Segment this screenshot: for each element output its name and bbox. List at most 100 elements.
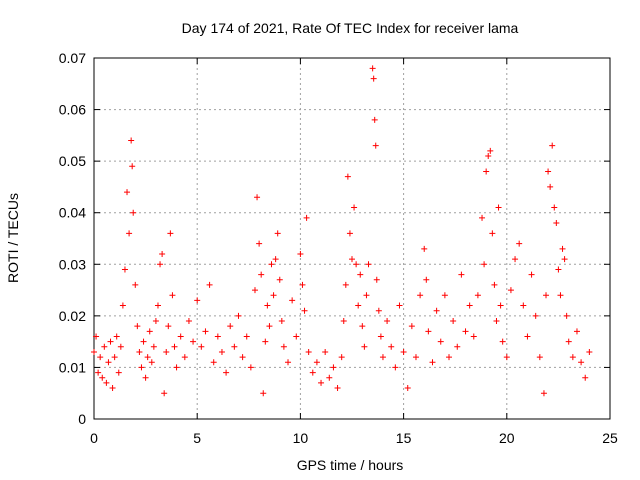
data-point [392,364,399,371]
data-point [555,266,562,273]
data-point [458,271,465,278]
data-point [231,343,238,350]
data-point [152,318,159,325]
data-point [107,338,114,345]
data-point [157,261,164,268]
data-point [144,354,151,361]
data-point [491,281,498,288]
data-point [563,312,570,319]
data-point [483,168,490,175]
data-point [497,302,504,309]
data-point [289,297,296,304]
data-point [365,261,372,268]
data-point [551,204,558,211]
data-point [543,292,550,299]
data-point [113,333,120,340]
data-point [235,312,242,319]
data-point [557,292,564,299]
data-point [404,385,411,392]
data-point [565,338,572,345]
data-point [396,302,403,309]
data-point [388,343,395,350]
data-point [266,323,273,330]
data-point [370,75,377,82]
data-point [128,137,135,144]
data-point [146,328,153,335]
data-point [115,369,122,376]
chart-title: Day 174 of 2021, Rate Of TEC Index for r… [182,20,519,36]
data-point [512,256,519,263]
data-point [400,348,407,355]
data-point [474,292,481,299]
data-point [171,343,178,350]
data-point [270,292,277,299]
data-point [132,281,139,288]
data-point [256,240,263,247]
data-point [485,152,492,159]
data-point [223,369,230,376]
x-tick-label: 5 [193,430,201,446]
data-point [349,256,355,263]
data-point [227,323,234,330]
data-point [334,385,341,392]
data-point [169,292,176,299]
data-point [177,333,184,340]
data-point [167,230,174,237]
data-point [351,204,358,211]
data-point [239,354,246,361]
data-point [361,343,368,350]
data-point [95,369,102,376]
data-point [372,142,379,149]
data-point [124,189,131,196]
data-point [129,163,136,170]
data-point [559,245,566,252]
data-point [119,302,126,309]
data-point [487,147,494,154]
data-point [547,183,554,190]
data-point [330,364,337,371]
data-point [373,276,380,283]
data-point [190,338,197,345]
data-point [493,318,500,325]
data-point [301,307,308,314]
data-point [481,261,488,268]
data-point [582,374,589,381]
data-point [309,369,316,376]
data-point [247,364,254,371]
data-point [134,323,141,330]
data-point [148,359,155,366]
data-point [305,348,312,355]
data-point [206,281,213,288]
data-point [163,348,170,355]
data-point [278,318,285,325]
y-axis-label: ROTI / TECUs [5,193,21,283]
plot-frame [93,57,611,420]
data-point [318,379,325,386]
x-tick-label: 20 [499,430,515,446]
data-point [285,359,292,366]
data-point [454,343,461,350]
data-point [254,194,261,201]
data-point [503,354,510,361]
data-point [423,276,430,283]
data-point [165,323,172,330]
data-point [138,364,145,371]
data-point [586,348,593,355]
data-point [297,250,304,257]
data-point [109,385,116,392]
data-point [262,338,269,345]
data-point [384,318,391,325]
data-point [346,230,353,237]
x-axis-label: GPS time / hours [297,457,404,473]
data-point [499,338,506,345]
y-tick-label: 0.02 [59,308,86,324]
data-point [532,312,539,319]
data-point [161,390,168,397]
data-point [103,379,110,386]
grid-lines [94,58,610,419]
data-point [340,318,347,325]
y-tick-label: 0.03 [59,256,86,272]
data-point [111,354,118,361]
data-point [528,271,535,278]
